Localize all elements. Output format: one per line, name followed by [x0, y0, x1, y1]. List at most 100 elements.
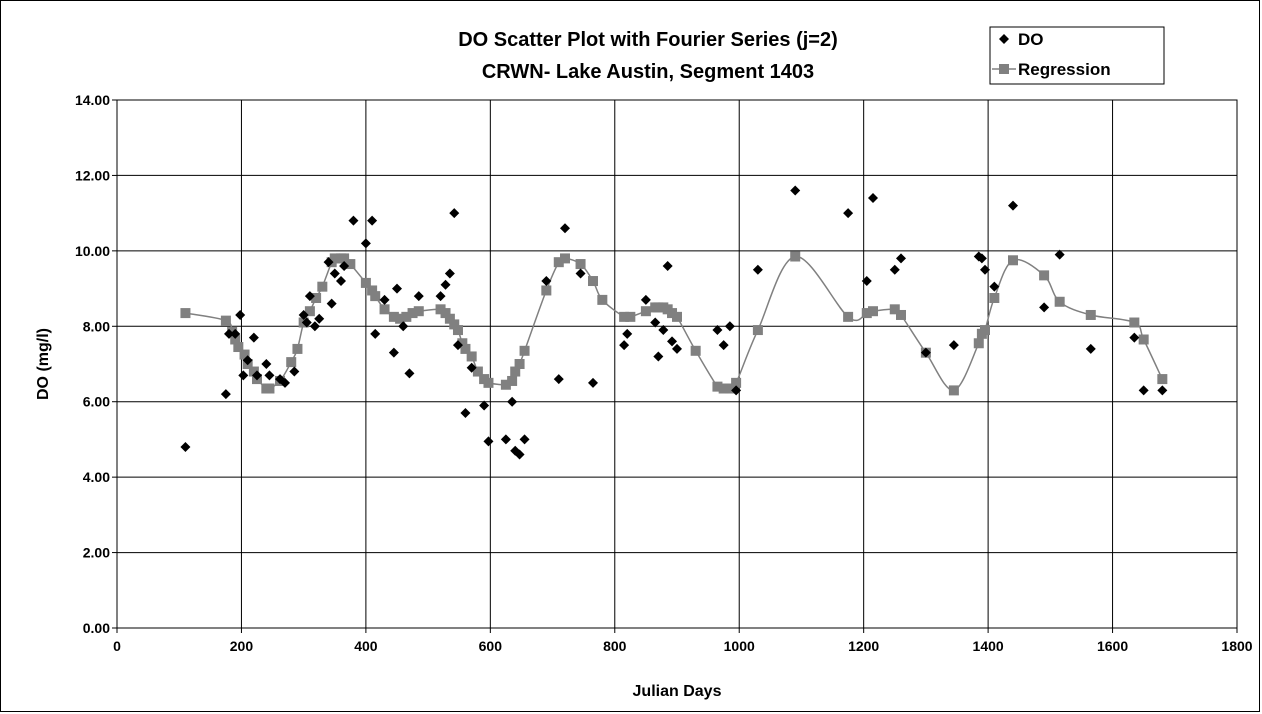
regression-point [1039, 270, 1050, 281]
do-point [500, 434, 511, 445]
do-point [444, 268, 455, 279]
do-point [889, 264, 900, 275]
x-tick-label: 1400 [973, 638, 1004, 654]
do-point [309, 321, 320, 332]
do-point [440, 279, 451, 290]
do-point [230, 328, 241, 339]
regression-point [292, 343, 303, 354]
do-point [519, 434, 530, 445]
gridlines [112, 99, 1238, 633]
do-point [1085, 343, 1096, 354]
do-point [653, 351, 664, 362]
regression-point [370, 291, 381, 302]
do-point [360, 238, 371, 249]
y-tick-label: 12.00 [75, 167, 110, 183]
x-tick-label: 1000 [724, 638, 755, 654]
do-point [861, 276, 872, 287]
do-point [920, 347, 931, 358]
do-point [662, 260, 673, 271]
legend: DO Regression [989, 26, 1165, 85]
do-point [370, 328, 381, 339]
regression-point [286, 357, 297, 368]
do-point [435, 291, 446, 302]
regression-point [514, 359, 525, 369]
regression-point [889, 304, 900, 315]
regression-point [401, 311, 412, 322]
legend-do-marker [999, 34, 1009, 44]
regression-point [690, 345, 701, 356]
regression-point [948, 385, 959, 396]
regression-point [1129, 317, 1140, 328]
regression-point [519, 345, 530, 356]
y-tick-label: 10.00 [75, 243, 110, 259]
do-point [575, 268, 586, 279]
x-axis-label: Julian Days [633, 683, 722, 700]
y-tick-label: 6.00 [83, 394, 110, 410]
do-point [413, 291, 424, 302]
do-series [180, 185, 1168, 460]
regression-point [483, 377, 494, 388]
regression-point [625, 311, 636, 322]
regression-point [407, 308, 418, 319]
do-point [304, 291, 315, 302]
do-point [326, 298, 337, 309]
regression-point [672, 311, 682, 322]
do-point [650, 317, 661, 328]
regression-series [180, 251, 1168, 396]
regression-point [395, 313, 406, 324]
do-point [479, 400, 490, 411]
regression-point [317, 281, 328, 292]
regression-point [329, 253, 340, 264]
do-point [640, 294, 651, 305]
legend-regression-marker [999, 64, 1009, 74]
regression-point [724, 383, 735, 394]
do-point [452, 340, 463, 351]
do-point [238, 370, 249, 381]
do-point [323, 257, 334, 268]
regression-point [868, 306, 878, 317]
regression-point [444, 313, 455, 324]
do-point [752, 264, 763, 275]
do-point [220, 389, 231, 400]
do-point [976, 253, 987, 264]
do-point [261, 359, 272, 369]
regression-point [460, 343, 471, 354]
regression-point [507, 375, 518, 386]
do-point [483, 436, 494, 447]
regression-point [233, 342, 244, 353]
do-point [449, 208, 460, 219]
regression-point [597, 294, 608, 305]
legend-do-label: DO [1018, 30, 1044, 49]
regression-point [239, 349, 250, 360]
regression-point [752, 325, 763, 336]
regression-point [472, 366, 483, 377]
x-tick-label: 800 [603, 638, 627, 654]
y-tick-labels: 0.00 2.00 4.00 6.00 8.00 10.00 12.00 14.00 [75, 92, 110, 636]
do-point [658, 325, 669, 336]
regression-point [843, 311, 854, 322]
do-point [980, 264, 990, 275]
do-point [252, 370, 262, 381]
regression-point [896, 309, 906, 320]
regression-point [388, 311, 399, 322]
do-point [235, 309, 246, 320]
regression-point [588, 276, 598, 287]
regression-point [989, 293, 1000, 303]
regression-point [1157, 374, 1168, 385]
regression-point [980, 325, 990, 336]
regression-point [510, 366, 521, 377]
do-point [712, 325, 723, 336]
do-point [392, 283, 402, 294]
x-tick-label: 400 [354, 638, 378, 654]
legend-regression-label: Regression [1018, 60, 1111, 79]
y-tick-label: 4.00 [83, 469, 110, 485]
do-point [460, 408, 471, 419]
do-point [224, 328, 234, 339]
regression-point [712, 381, 723, 392]
do-point [1157, 385, 1168, 396]
do-point [1129, 332, 1140, 343]
regression-point [541, 285, 552, 296]
regression-point [553, 257, 564, 268]
do-point [289, 366, 300, 377]
